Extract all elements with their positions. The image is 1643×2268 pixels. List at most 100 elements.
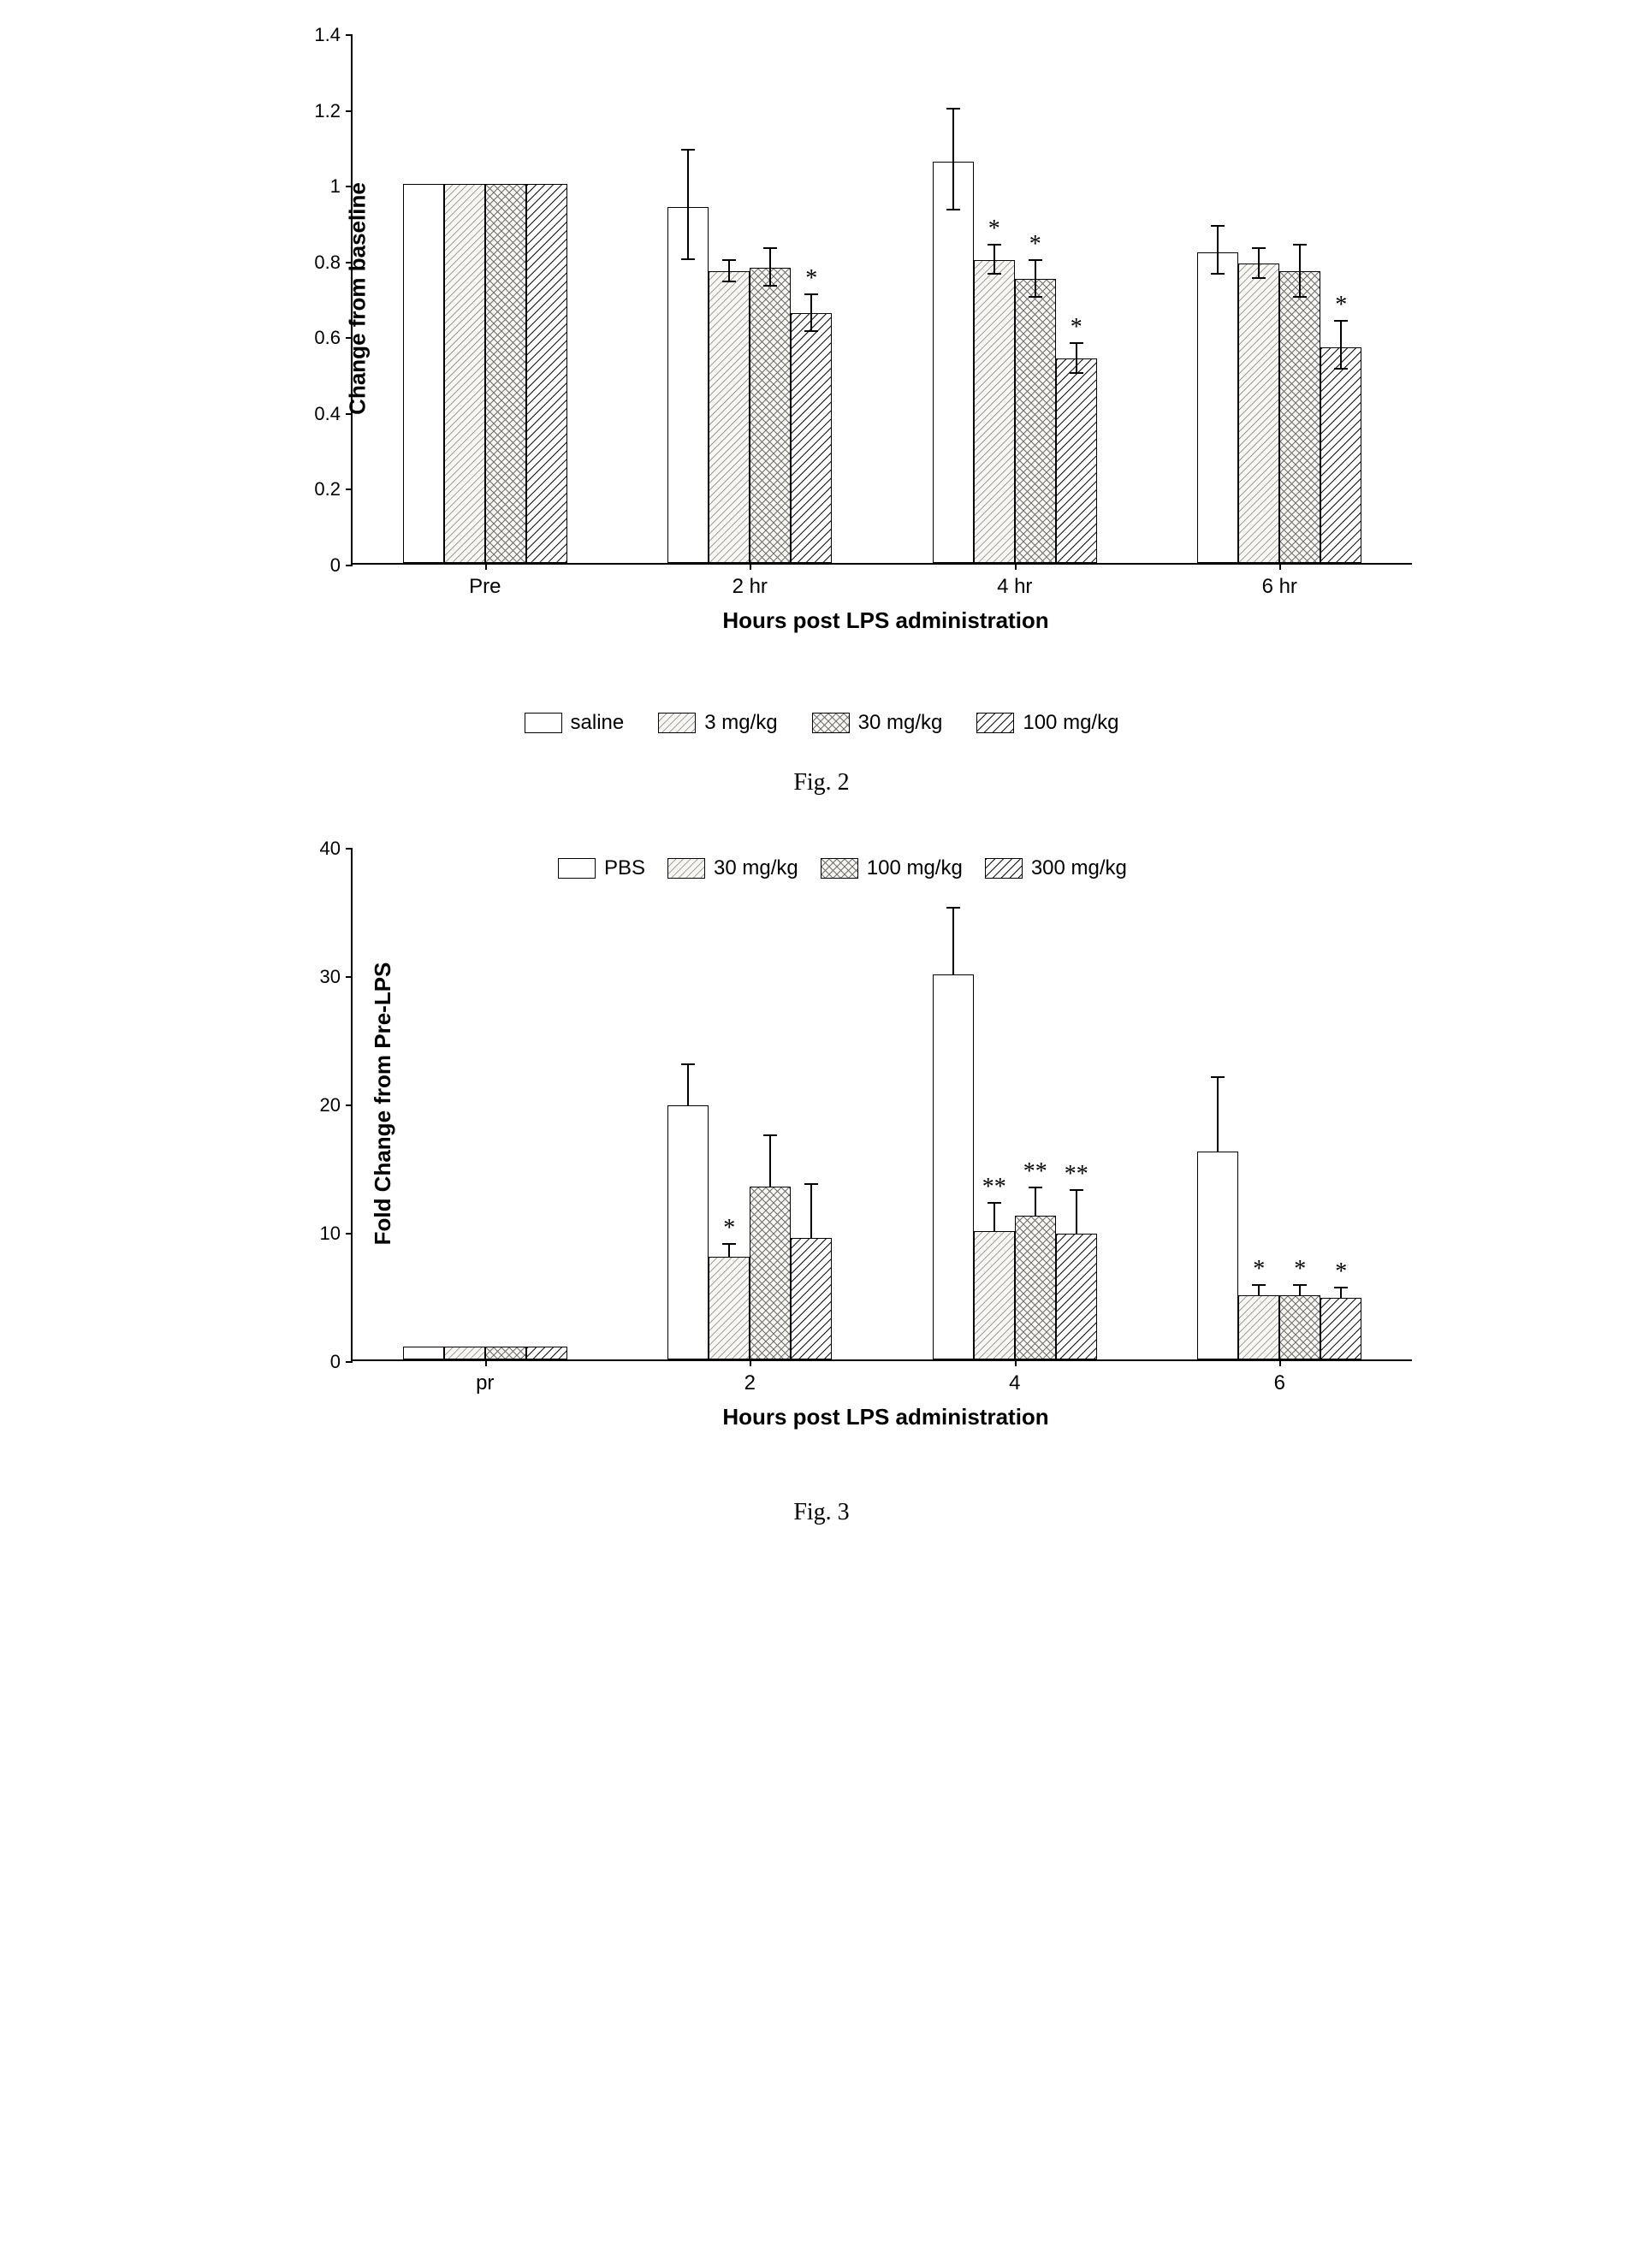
- bar: [485, 184, 526, 563]
- y-tick: 0: [293, 1351, 353, 1373]
- y-tick: 1.2: [293, 100, 353, 122]
- bar: **: [974, 1231, 1015, 1359]
- x-tick-label: 4: [1009, 1371, 1020, 1395]
- fig2-groups: Pre*2 hr***4 hr*6 hr: [353, 34, 1412, 563]
- y-tick: 0.4: [293, 403, 353, 425]
- fig2-caption: Fig. 2: [222, 769, 1421, 796]
- figure-3: Fold Change from Pre-LPS 010203040 PBS30…: [222, 848, 1421, 1526]
- legend-swatch: [658, 713, 696, 733]
- legend-label: saline: [571, 711, 625, 735]
- legend-swatch: [976, 713, 1014, 733]
- significance-marker: *: [723, 1217, 735, 1241]
- significance-marker: *: [1071, 316, 1082, 340]
- bar: [526, 184, 567, 563]
- legend-item: 100 mg/kg: [976, 711, 1118, 735]
- significance-marker: **: [1023, 1160, 1047, 1184]
- bar-group: pr: [403, 1347, 567, 1359]
- x-tick-label: pr: [476, 1371, 494, 1395]
- fig2-legend: saline 3 mg/kg 30 mg/kg 100 mg/kg: [222, 711, 1421, 735]
- bar-group: *6 hr: [1197, 252, 1361, 563]
- x-tick-label: 2: [744, 1371, 756, 1395]
- legend-label: 30 mg/kg: [858, 711, 943, 735]
- significance-marker: *: [1253, 1258, 1265, 1282]
- bar: [485, 1347, 526, 1359]
- y-tick-label: 1.2: [314, 100, 341, 122]
- y-tick: 20: [293, 1094, 353, 1116]
- y-tick: 0: [293, 554, 353, 577]
- x-tick-label: Pre: [469, 575, 501, 599]
- legend-item: 30 mg/kg: [812, 711, 943, 735]
- bar: [667, 207, 709, 563]
- bar: *: [791, 313, 832, 563]
- y-tick-label: 10: [320, 1223, 341, 1245]
- bar: *: [1320, 347, 1361, 563]
- bar: *: [1056, 358, 1097, 563]
- x-tick-label: 6: [1274, 1371, 1285, 1395]
- fig2-y-axis: 00.20.40.60.811.21.4: [293, 34, 353, 563]
- bar: *: [1320, 1298, 1361, 1359]
- fig3-caption: Fig. 3: [222, 1499, 1421, 1526]
- y-tick: 10: [293, 1223, 353, 1245]
- y-tick-label: 30: [320, 966, 341, 988]
- bar-group: Pre: [403, 184, 567, 563]
- y-tick-label: 0.2: [314, 478, 341, 500]
- y-tick-label: 0.4: [314, 403, 341, 425]
- y-tick: 40: [293, 838, 353, 860]
- legend-item: saline: [525, 711, 625, 735]
- y-tick-label: 0.8: [314, 252, 341, 274]
- bar: [750, 1187, 791, 1360]
- legend-swatch: [525, 713, 562, 733]
- y-tick-label: 20: [320, 1094, 341, 1116]
- fig3-x-label: Hours post LPS administration: [351, 1404, 1421, 1430]
- y-tick: 30: [293, 966, 353, 988]
- bar: *: [1015, 279, 1056, 563]
- significance-marker: *: [1294, 1258, 1306, 1282]
- bar: *: [974, 260, 1015, 563]
- significance-marker: *: [1029, 233, 1041, 257]
- y-tick: 1.4: [293, 24, 353, 46]
- significance-marker: *: [988, 217, 1000, 241]
- x-tick-label: 2 hr: [733, 575, 768, 599]
- significance-marker: *: [805, 267, 817, 291]
- y-tick: 1: [293, 175, 353, 198]
- y-tick-label: 0: [330, 1351, 341, 1373]
- y-tick-label: 0.6: [314, 327, 341, 349]
- bar: [750, 268, 791, 563]
- y-tick: 0.6: [293, 327, 353, 349]
- bar: [791, 1238, 832, 1360]
- bar: *: [709, 1257, 750, 1359]
- fig2-x-label: Hours post LPS administration: [351, 607, 1421, 634]
- bar: *: [1238, 1295, 1279, 1359]
- bar-group: *2: [667, 1105, 832, 1359]
- x-tick-label: 6 hr: [1262, 575, 1297, 599]
- x-tick-label: 4 hr: [997, 575, 1032, 599]
- bar-group: ***6: [1197, 1152, 1361, 1359]
- bar: [444, 184, 485, 563]
- fig3-chart-area: Fold Change from Pre-LPS 010203040 PBS30…: [351, 848, 1412, 1361]
- y-tick: 0.2: [293, 478, 353, 500]
- legend-label: 3 mg/kg: [704, 711, 777, 735]
- significance-marker: *: [1335, 293, 1347, 317]
- bar: *: [1279, 1295, 1320, 1359]
- bar: [1279, 271, 1320, 563]
- bar: **: [1056, 1234, 1097, 1359]
- fig3-groups: pr *2 ******4 ***6: [353, 848, 1412, 1359]
- legend-item: 3 mg/kg: [658, 711, 777, 735]
- y-tick-label: 1: [330, 175, 341, 198]
- bar: [1197, 252, 1238, 563]
- legend-swatch: [812, 713, 850, 733]
- bar-group: ***4 hr: [933, 162, 1097, 563]
- bar: **: [1015, 1216, 1056, 1359]
- significance-marker: **: [982, 1175, 1006, 1199]
- bar-group: ******4: [933, 974, 1097, 1359]
- bar: [403, 184, 444, 563]
- legend-label: 100 mg/kg: [1023, 711, 1118, 735]
- bar: [1238, 264, 1279, 563]
- bar: [667, 1105, 709, 1359]
- y-tick-label: 40: [320, 838, 341, 860]
- bar: [526, 1347, 567, 1359]
- bar: [444, 1347, 485, 1359]
- bar: [1197, 1152, 1238, 1359]
- y-tick-label: 1.4: [314, 24, 341, 46]
- figure-2: Change from baseline 00.20.40.60.811.21.…: [222, 34, 1421, 796]
